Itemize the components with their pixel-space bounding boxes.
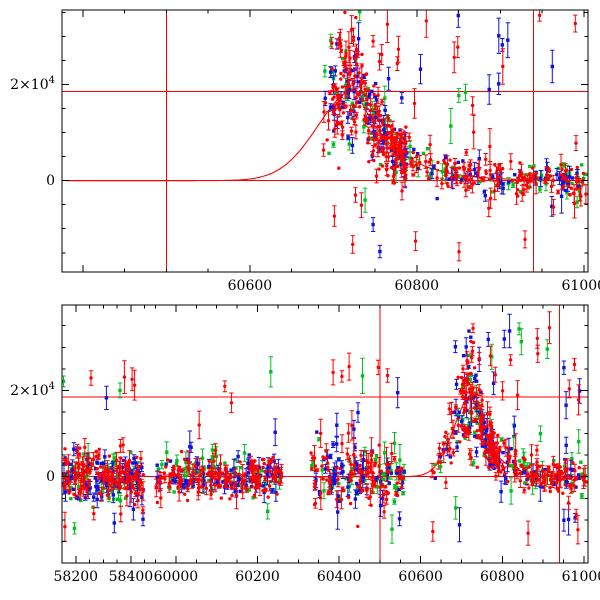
x-tick-label: 58400 — [109, 569, 154, 585]
axis-ticks — [61, 305, 588, 564]
red-points — [62, 326, 588, 535]
x-tick-label: 60400 — [317, 569, 362, 585]
green-error-bars — [62, 322, 588, 544]
green-points — [62, 327, 587, 531]
x-tick-label: 58200 — [54, 569, 99, 585]
axis-tick-labels: 58200 58400 60000 60200 60400 60600 60800 6100 0… — [10, 381, 600, 585]
panel-frame — [61, 9, 589, 273]
red-points — [321, 10, 588, 254]
x-tick-label: 60800 — [480, 569, 525, 585]
red-error-bars — [62, 311, 588, 546]
x-tick-label: 60000 — [154, 569, 199, 585]
y-tick-label: 2×104 — [10, 381, 55, 399]
bottom-panel: 58200 58400 60000 60200 60400 60600 60800 6100 0… — [10, 304, 600, 585]
y-tick-label: 0 — [46, 469, 55, 485]
x-tick-label: 60800 — [395, 278, 440, 294]
y-tick-label: 2×104 — [10, 75, 55, 93]
x-tick-label: 60600 — [398, 569, 443, 585]
red-error-bars — [321, 10, 588, 262]
x-tick-label: 60200 — [235, 569, 280, 585]
x-tick-label: 60600 — [228, 278, 273, 294]
y-tick-label: 0 — [46, 173, 55, 189]
axis-ticks — [62, 10, 588, 272]
